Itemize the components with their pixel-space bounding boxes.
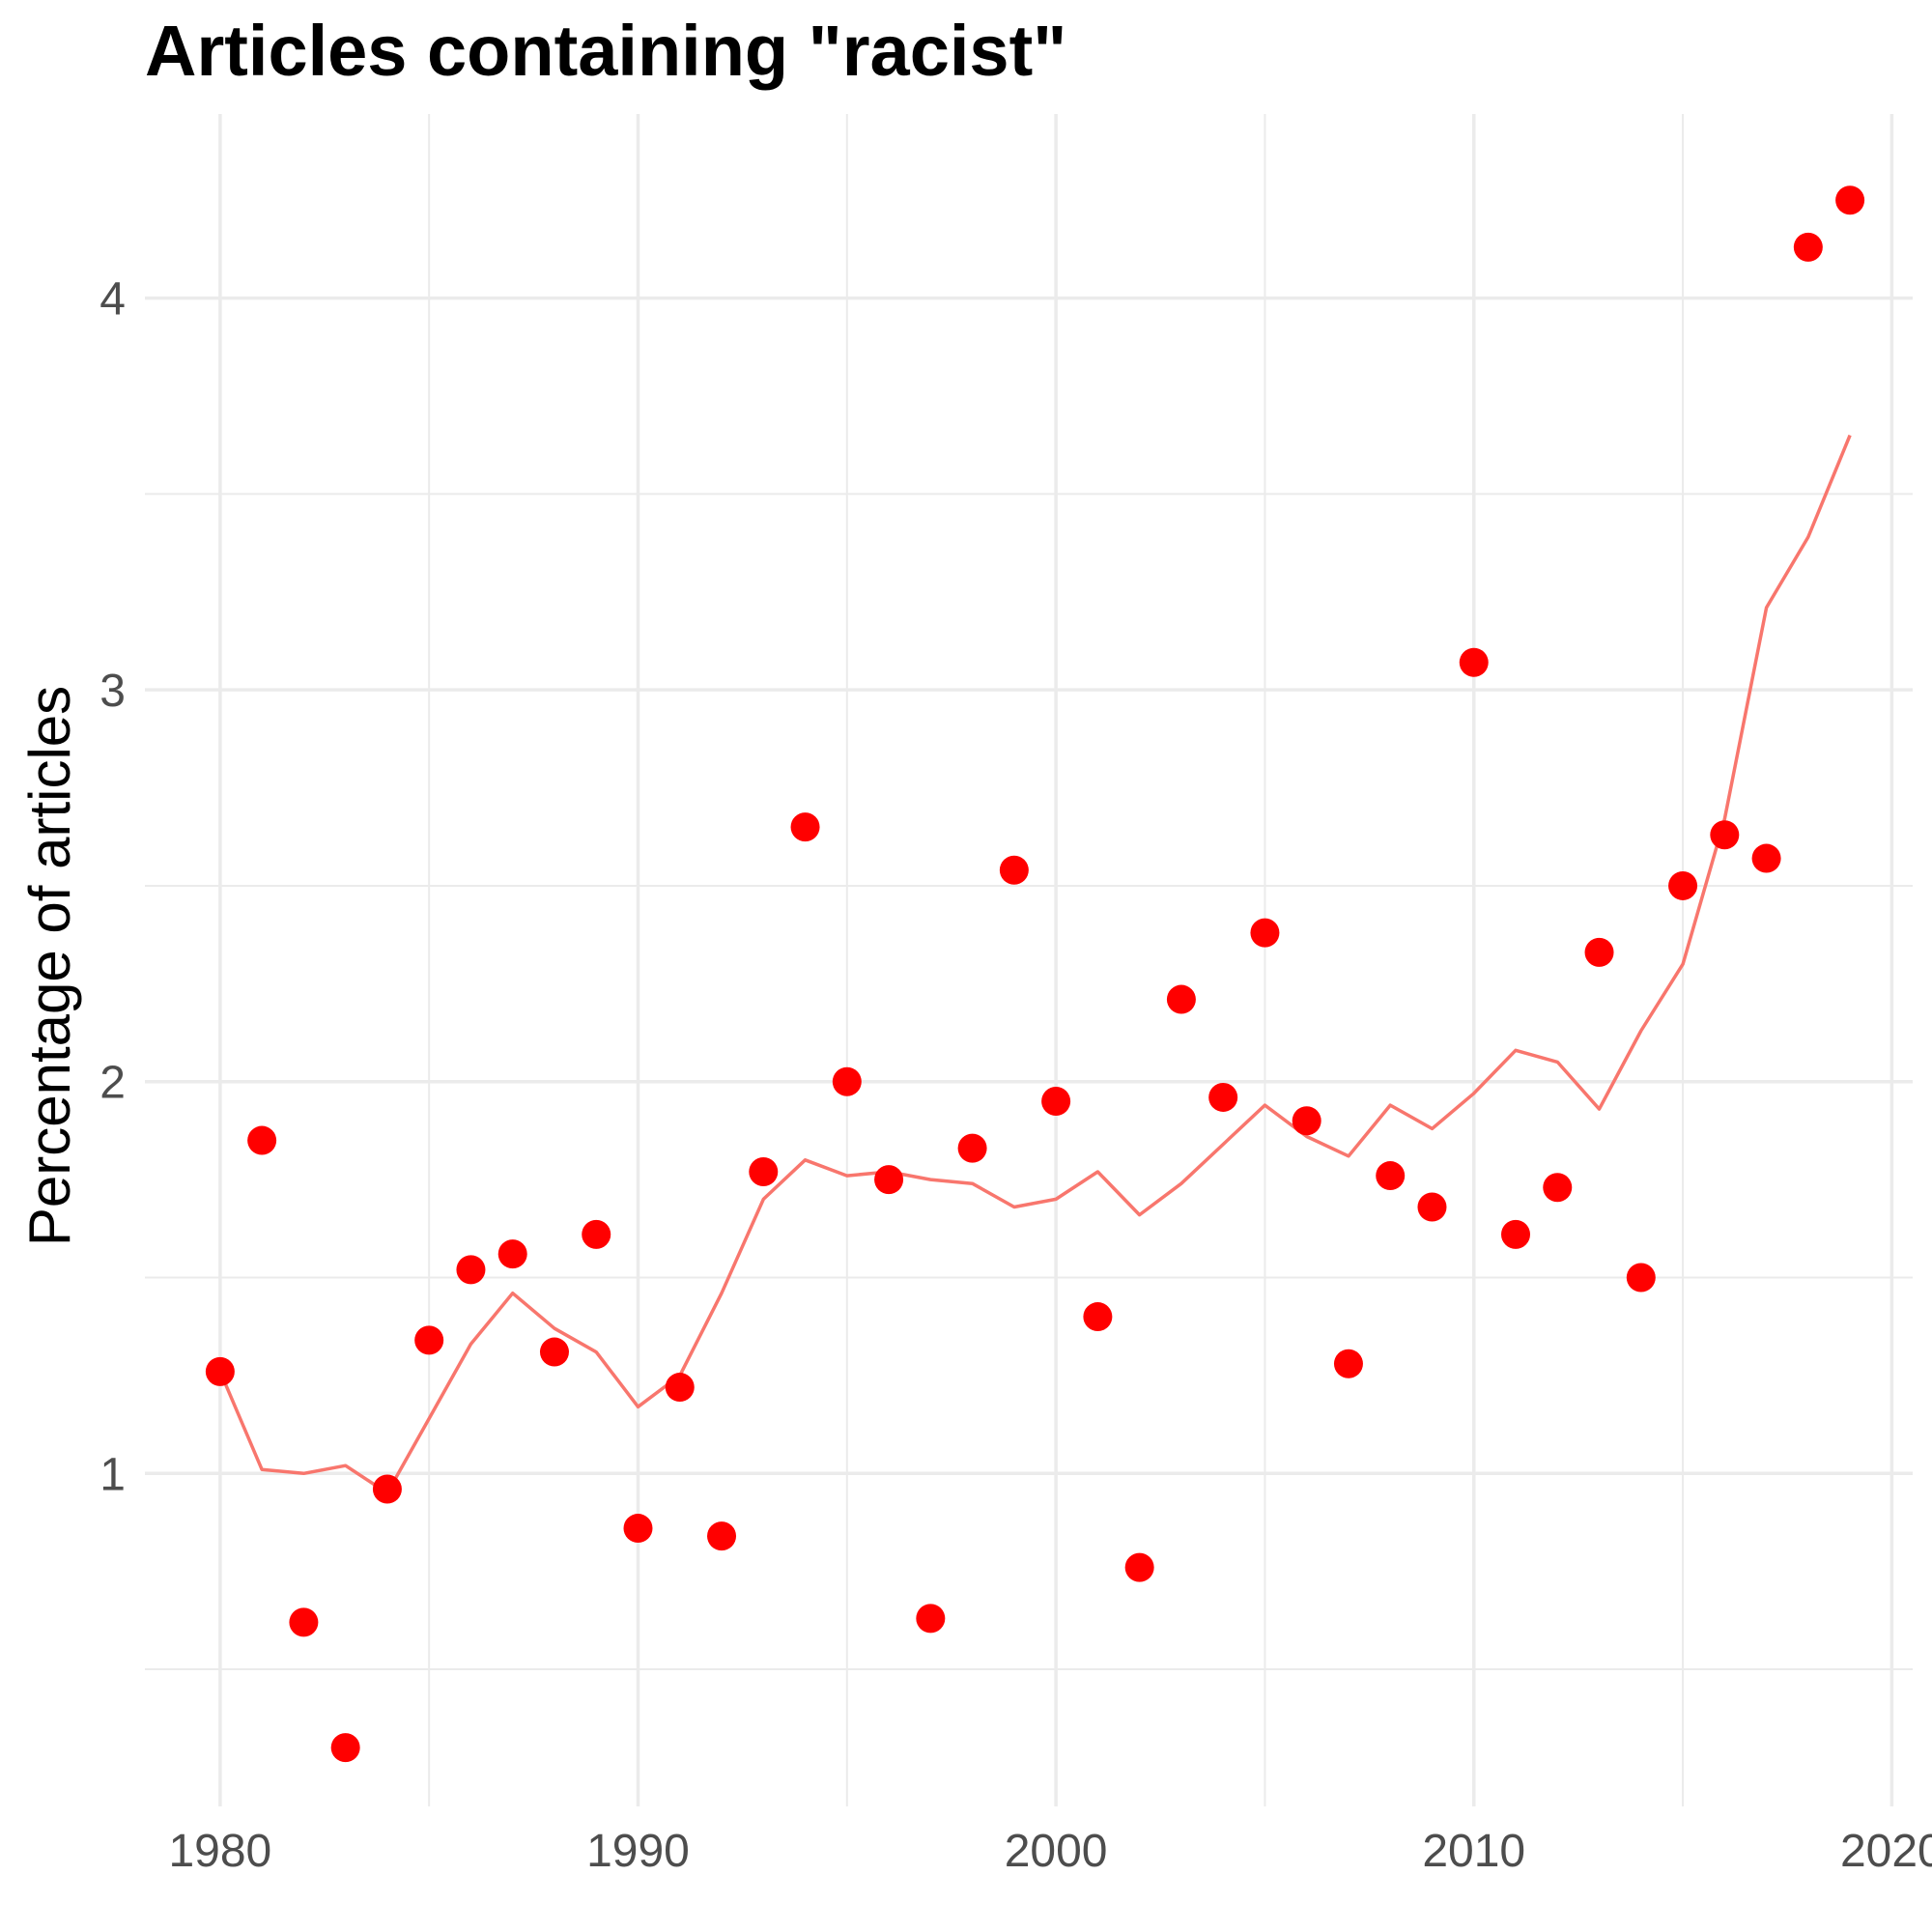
- data-point: [582, 1219, 611, 1249]
- y-tick-label: 4: [99, 274, 126, 326]
- data-point: [1417, 1192, 1447, 1222]
- x-tick-label: 1990: [586, 1826, 690, 1877]
- x-axis-ticks: 1980 1990 2000 2010 2020: [168, 1826, 1932, 1877]
- data-point: [414, 1325, 444, 1355]
- data-point: [372, 1474, 402, 1504]
- data-point: [1501, 1219, 1531, 1249]
- grid-lines: [145, 114, 1913, 1806]
- data-point: [749, 1157, 779, 1186]
- data-point: [456, 1255, 486, 1285]
- trend-line: [218, 434, 1852, 1495]
- chart-title: Articles containing "racist": [145, 11, 1067, 91]
- data-point: [916, 1604, 946, 1634]
- data-point: [1124, 1552, 1154, 1582]
- data-point: [1250, 918, 1280, 948]
- data-point: [999, 855, 1029, 885]
- data-point: [205, 1356, 235, 1386]
- data-point: [874, 1165, 904, 1195]
- data-point: [247, 1125, 277, 1155]
- data-point: [1166, 984, 1196, 1014]
- data-point: [330, 1733, 360, 1763]
- data-point: [1333, 1349, 1363, 1378]
- data-point: [1710, 820, 1740, 850]
- y-axis-ticks: 1 2 3 4: [99, 274, 126, 1501]
- data-point: [289, 1607, 319, 1637]
- y-tick-label: 2: [99, 1058, 126, 1109]
- data-point: [1208, 1082, 1238, 1112]
- y-tick-label: 1: [99, 1449, 126, 1500]
- x-tick-label: 2000: [1005, 1826, 1108, 1877]
- data-point: [1459, 647, 1489, 677]
- data-point: [1626, 1263, 1656, 1293]
- data-point: [1041, 1087, 1071, 1116]
- trend-line-layer: [218, 434, 1852, 1495]
- data-point: [1543, 1173, 1573, 1203]
- data-point: [539, 1337, 569, 1367]
- data-point: [1835, 185, 1865, 215]
- data-points-layer: [205, 185, 1865, 1763]
- data-point: [665, 1373, 695, 1403]
- data-point: [1668, 870, 1698, 900]
- y-tick-label: 3: [99, 666, 126, 717]
- data-point: [957, 1133, 987, 1163]
- data-point: [1292, 1106, 1321, 1136]
- data-point: [707, 1521, 737, 1551]
- data-point: [1376, 1161, 1406, 1191]
- data-point: [1584, 937, 1614, 967]
- data-point: [790, 812, 820, 842]
- x-tick-label: 1980: [168, 1826, 271, 1877]
- data-point: [1751, 843, 1781, 873]
- y-axis-title: Percentage of articles: [17, 686, 82, 1246]
- data-point: [1083, 1302, 1113, 1332]
- data-point: [832, 1066, 862, 1096]
- data-point: [497, 1239, 527, 1269]
- x-tick-label: 2010: [1422, 1826, 1525, 1877]
- x-tick-label: 2020: [1840, 1826, 1932, 1877]
- data-point: [623, 1514, 653, 1544]
- data-point: [1793, 232, 1823, 262]
